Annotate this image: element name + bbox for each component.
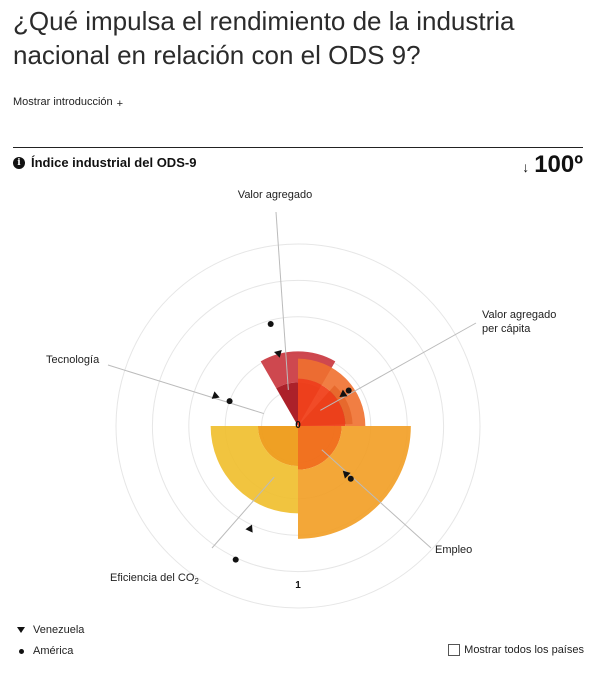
info-icon[interactable]: i <box>13 156 25 169</box>
show-intro-label: Mostrar introducción <box>13 96 113 108</box>
show-all-label: Mostrar todos los países <box>464 644 584 656</box>
triangle-marker-icon <box>17 626 25 633</box>
axis-label-eficiencia_co2: Eficiencia del CO2 <box>110 572 199 586</box>
section-divider <box>13 147 583 148</box>
checkbox-icon[interactable] <box>448 644 461 656</box>
america-marker-valor_agregado <box>267 321 274 328</box>
axis-label-valor_agregado_per_capita: Valor agregado per cápita <box>482 309 556 335</box>
leader-line-eficiencia_co2 <box>211 476 275 549</box>
rank-value: 100º <box>534 151 583 178</box>
america-marker-eficiencia_co2 <box>232 556 239 563</box>
radius-label: 1 <box>295 580 301 591</box>
legend-label-venezuela: Venezuela <box>33 624 85 636</box>
show-intro-toggle[interactable]: Mostrar introducción + <box>13 96 124 110</box>
america-marker-valor_agregado_per_capita <box>345 387 352 394</box>
arrow-down-icon: ↓ <box>522 159 530 175</box>
venezuela-marker-eficiencia_co2 <box>245 524 253 533</box>
chart-title: Índice industrial del ODS-9 <box>31 155 197 170</box>
leader-line-empleo <box>321 449 432 549</box>
dot-marker-icon <box>18 648 24 654</box>
sector-outer-empleo <box>298 358 366 426</box>
sector-inner-eficiencia_co2 <box>298 426 342 470</box>
chart-header: i Índice industrial del ODS-9 <box>13 155 196 170</box>
axis-label-valor_agregado: Valor agregado <box>238 189 312 201</box>
sector-inner-tecnologia <box>257 426 298 467</box>
sector-outer-eficiencia_co2 <box>298 426 411 539</box>
america-marker-tecnologia <box>226 398 233 405</box>
axis-label-tecnologia: Tecnología <box>46 354 100 366</box>
venezuela-marker-empleo <box>342 470 351 479</box>
axis-label-empleo: Empleo <box>435 544 472 556</box>
grid-ring <box>151 279 445 573</box>
leader-line-valor_agregado_per_capita <box>320 322 477 411</box>
venezuela-marker-tecnologia <box>211 391 220 399</box>
page-title: ¿Qué impulsa el rendimiento de la indust… <box>13 6 515 70</box>
venezuela-marker-valor_agregado_per_capita <box>339 389 348 397</box>
legend-item-america: América <box>15 645 73 657</box>
legend-item-venezuela: Venezuela <box>15 624 84 636</box>
grid-ring <box>115 243 481 609</box>
sector-outer-tecnologia <box>210 426 298 514</box>
leader-line-tecnologia <box>107 364 264 415</box>
plus-icon: + <box>116 98 124 110</box>
center-label: 0 <box>295 420 301 431</box>
sector-inner-empleo <box>298 378 346 426</box>
legend-label-america: América <box>33 645 74 657</box>
rank-indicator: ↓ 100º <box>522 151 583 179</box>
show-all-countries-toggle[interactable]: Mostrar todos los países <box>448 644 584 656</box>
venezuela-marker-valor_agregado <box>274 349 282 358</box>
leader-line-valor_agregado <box>275 211 289 390</box>
america-marker-empleo <box>347 475 354 482</box>
